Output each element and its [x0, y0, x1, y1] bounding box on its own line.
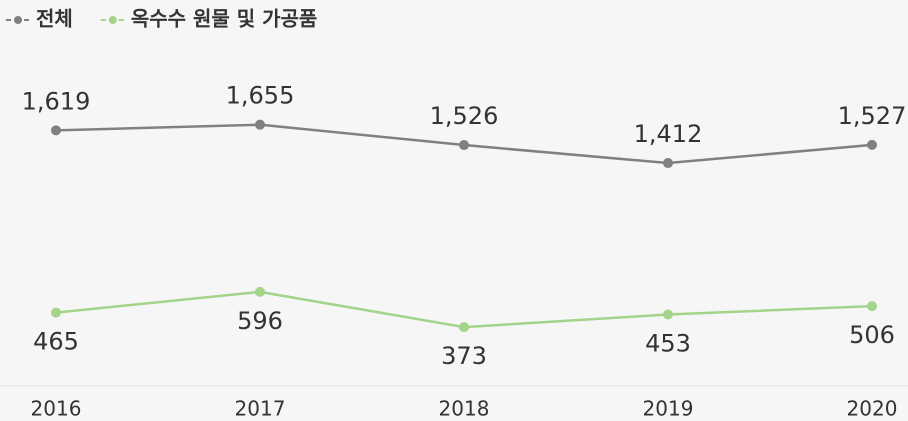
point: [255, 119, 265, 130]
legend-label: 옥수수 원물 및 가공품: [131, 7, 318, 31]
point: [867, 139, 877, 150]
data-label: 465: [33, 328, 79, 356]
point: [255, 286, 265, 297]
series-line: [55, 290, 873, 329]
point: [663, 309, 673, 320]
point: [663, 158, 673, 169]
data-label: 1,527: [838, 102, 907, 130]
legend-marker: [108, 16, 117, 24]
data-label: 1,655: [226, 82, 295, 110]
point: [867, 301, 877, 312]
x-tick-label: 2019: [643, 397, 694, 421]
point: [51, 125, 61, 136]
legend-marker: [14, 16, 22, 24]
x-tick-label: 2018: [439, 397, 490, 421]
point: [51, 307, 61, 318]
legend-label: 전체: [36, 7, 73, 31]
x-tick-label: 2016: [31, 397, 82, 421]
x-tick-label: 2020: [847, 397, 898, 421]
data-label: 1,412: [634, 120, 703, 148]
data-label: 506: [849, 321, 895, 349]
data-label: 1,619: [22, 87, 91, 115]
x-tick-label: 2017: [235, 397, 286, 421]
data-label: 373: [441, 342, 487, 370]
data-label: 596: [237, 307, 283, 335]
point: [459, 322, 469, 333]
data-label: 453: [645, 329, 691, 357]
data-label: 1,526: [430, 102, 499, 130]
point: [459, 140, 469, 151]
